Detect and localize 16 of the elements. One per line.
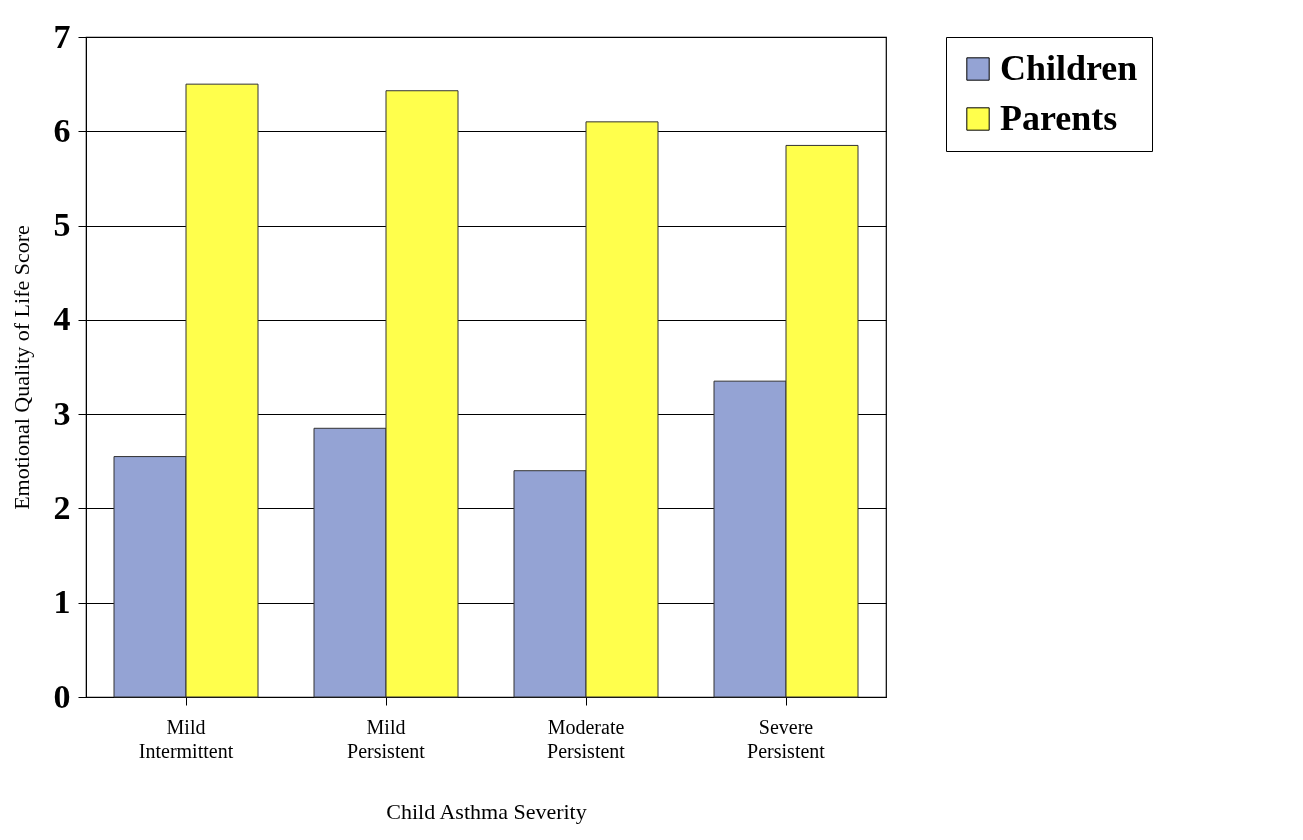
y-axis-title: Emotional Quality of Life Score (8, 225, 34, 510)
y-tick-label: 5 (53, 206, 71, 244)
y-tick-label: 0 (53, 677, 71, 715)
y-tick-label: 1 (53, 583, 71, 621)
x-tick-label: Mild Intermittent (138, 715, 234, 762)
y-tick-label: 6 (53, 111, 71, 149)
legend-label: Parents (1000, 98, 1118, 138)
x-tick-label: Mild Persistent (347, 715, 426, 762)
y-tick-label: 2 (53, 488, 71, 526)
y-tick-label: 4 (53, 300, 71, 338)
x-tick-label: Severe Persistent (747, 715, 826, 762)
legend-label: Children (1000, 48, 1138, 88)
y-tick-label: 3 (53, 394, 71, 432)
x-tick-label: Moderate Persistent (547, 715, 626, 762)
y-tick-label: 7 (53, 17, 71, 55)
x-axis-title: Child Asthma Severity (386, 798, 587, 824)
